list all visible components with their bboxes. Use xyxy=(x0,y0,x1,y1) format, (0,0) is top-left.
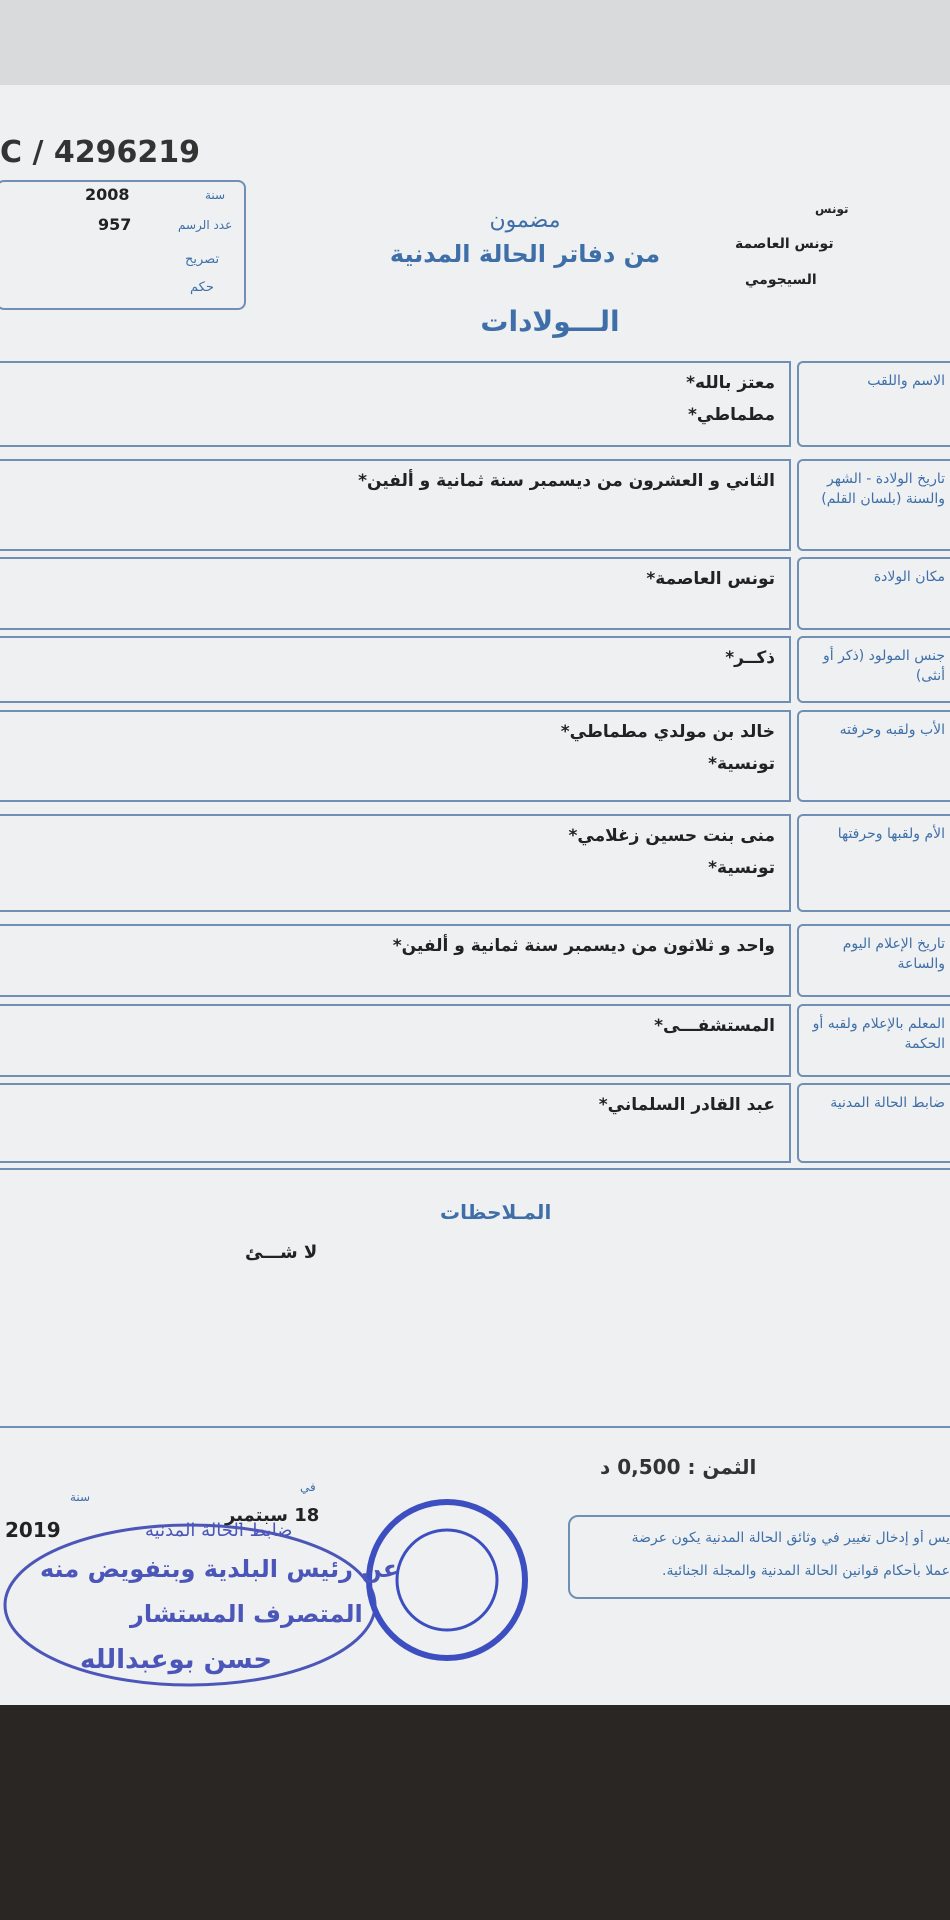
field-label: ضابط الحالة المدنية xyxy=(830,1095,945,1111)
notice-line2: عملا بأحكام قوانين الحالة المدنية والمجل… xyxy=(662,1563,950,1579)
seal-inner xyxy=(395,1528,499,1632)
value-box xyxy=(0,924,791,997)
value-box xyxy=(0,636,791,703)
label-box xyxy=(797,710,950,802)
city: تونس xyxy=(815,202,849,216)
field-value: تونسية* xyxy=(708,754,775,774)
divider xyxy=(0,1426,950,1428)
remarks-title: المـلاحظات xyxy=(440,1200,552,1224)
field-value: منى بنت حسين زغلامي* xyxy=(568,826,775,846)
field-label: المعلم بالإعلام ولقبه أو الحكمة xyxy=(812,1016,945,1052)
serial: C / 4296219 xyxy=(0,135,200,170)
value-box xyxy=(0,1083,791,1163)
field-value: ذكــر* xyxy=(725,648,775,668)
stamp-line1: ضابط الحالة المدنية xyxy=(145,1520,293,1541)
value-box xyxy=(0,361,791,447)
field-value: تونسية* xyxy=(708,858,775,878)
value-box xyxy=(0,814,791,912)
field-label: تاريخ الإعلام اليوم والساعة xyxy=(842,936,945,972)
label-box xyxy=(797,557,950,630)
field-label: الأب ولقبه وحرفته xyxy=(839,722,945,738)
field-label: الأم ولقبها وحرفتها xyxy=(837,826,945,842)
field-value: عبد القادر السلماني* xyxy=(598,1095,775,1115)
reference-box xyxy=(0,180,246,310)
footer-year: 2019 xyxy=(5,1518,61,1542)
label-box xyxy=(797,1004,950,1077)
field-value: واحد و ثلاثون من ديسمبر سنة ثمانية و ألف… xyxy=(392,936,775,956)
field-label: تاريخ الولادة - الشهر والسنة (بلسان القل… xyxy=(821,471,945,507)
district: السيجومي xyxy=(745,272,817,288)
date: 18 سبتمبر xyxy=(225,1505,320,1526)
label-box xyxy=(797,636,950,703)
municipality: تونس العاصمة xyxy=(735,236,834,252)
stamp-line3: المتصرف المستشار xyxy=(130,1600,363,1628)
number: 957 xyxy=(98,215,132,234)
field-label: جنس المولود (ذكر أو أنثى) xyxy=(822,648,945,684)
year-label: سنة xyxy=(205,188,226,202)
label-box xyxy=(797,459,950,551)
divider xyxy=(0,1168,950,1170)
value-box xyxy=(0,459,791,551)
value-box xyxy=(0,1004,791,1077)
title-line1: مضمون xyxy=(489,208,561,233)
title-line2: من دفاتر الحالة المدنية xyxy=(389,240,661,268)
declaration: تصريح xyxy=(185,252,220,267)
paper xyxy=(0,85,950,1705)
year-label: سنة xyxy=(70,1490,91,1504)
field-value: تونس العاصمة* xyxy=(646,569,775,589)
judgment: حكم xyxy=(190,280,214,295)
field-value: خالد بن مولدي مطماطي* xyxy=(560,722,775,742)
remarks-text: لا شـــئ xyxy=(245,1242,318,1263)
field-value: الثاني و العشرون من ديسمبر سنة ثمانية و … xyxy=(358,471,775,491)
stamp-line4: حسن بوعبدالله xyxy=(80,1645,273,1675)
notice-line1: يس أو إدخال تغيير في وثائق الحالة المدني… xyxy=(631,1530,950,1546)
number-label: عدد الرسم xyxy=(178,218,233,232)
label-box xyxy=(797,814,950,912)
value-box xyxy=(0,710,791,802)
value-box xyxy=(0,557,791,630)
field-value: معتز بالله* xyxy=(686,373,775,393)
year: 2008 xyxy=(85,185,130,204)
field-value: مطماطي* xyxy=(688,405,775,425)
seal xyxy=(366,1499,528,1661)
date-on: في xyxy=(300,1480,316,1494)
title: الـــولادات xyxy=(480,305,620,338)
field-value: المستشفـــى* xyxy=(654,1016,775,1036)
field-label: مكان الولادة xyxy=(873,569,945,585)
stamp-line2: عن رئيس البلدية وبتفويض منه xyxy=(40,1555,400,1583)
price: الثمن : 0,500 د xyxy=(600,1455,757,1479)
field-label: الاسم واللقب xyxy=(867,373,945,389)
label-box xyxy=(797,924,950,997)
notice-box xyxy=(568,1515,950,1599)
background xyxy=(0,0,950,100)
label-box xyxy=(797,361,950,447)
label-box xyxy=(797,1083,950,1163)
stamp-graphics xyxy=(3,1499,528,1687)
